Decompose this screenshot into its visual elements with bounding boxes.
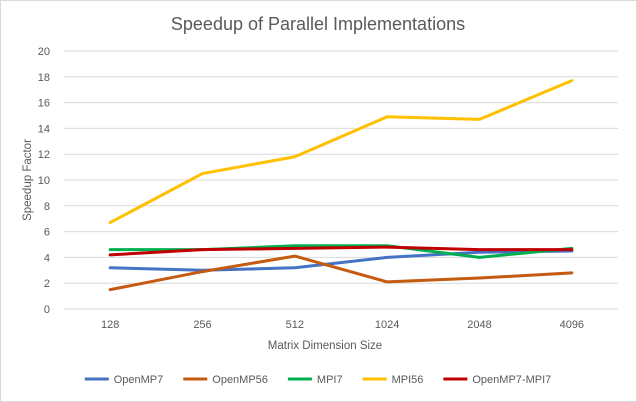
y-tick-label: 16 [38, 98, 50, 110]
x-tick-label: 1024 [375, 319, 399, 331]
x-tick-label: 2048 [467, 319, 491, 331]
legend-label: OpenMP7 [114, 374, 164, 386]
series-lines [108, 79, 574, 292]
series-line-openmp7-mpi7 [108, 245, 574, 257]
series-line-openmp7 [108, 249, 574, 272]
legend: OpenMP7 OpenMP56 MPI7 MPI56 OpenMP7-MPI7 [84, 374, 551, 386]
legend-item: OpenMP7-MPI7 [443, 374, 551, 386]
x-tick-label: 512 [286, 319, 304, 331]
y-axis-ticks: 0 2 4 6 8 10 12 14 16 18 20 [38, 46, 50, 316]
x-tick-label: 256 [193, 319, 211, 331]
y-tick-label: 20 [38, 46, 50, 58]
legend-label: OpenMP7-MPI7 [472, 374, 551, 386]
series-line-openmp56 [108, 254, 574, 292]
y-tick-label: 18 [38, 72, 50, 84]
x-tick-label: 4096 [560, 319, 584, 331]
chart-title: Speedup of Parallel Implementations [171, 14, 465, 34]
y-tick-label: 12 [38, 149, 50, 161]
legend-item: MPI7 [287, 374, 343, 386]
y-tick-label: 14 [38, 123, 50, 135]
y-tick-label: 6 [44, 227, 50, 239]
legend-label: MPI7 [317, 374, 343, 386]
y-tick-label: 0 [44, 304, 50, 316]
x-axis-ticks: 128 256 512 1024 2048 4096 [101, 319, 584, 331]
y-tick-label: 4 [44, 252, 50, 264]
y-tick-label: 8 [44, 201, 50, 213]
legend-label: OpenMP56 [212, 374, 268, 386]
gridlines [64, 50, 618, 310]
y-tick-label: 10 [38, 175, 50, 187]
legend-item: MPI56 [362, 374, 424, 386]
series-line-mpi56 [108, 79, 574, 225]
legend-item: OpenMP56 [183, 374, 268, 386]
x-tick-label: 128 [101, 319, 119, 331]
x-axis-label: Matrix Dimension Size [268, 340, 382, 352]
y-tick-label: 2 [44, 278, 50, 290]
legend-item: OpenMP7 [84, 374, 164, 386]
legend-label: MPI56 [392, 374, 424, 386]
y-axis-label: Speedup Factor [22, 139, 34, 221]
